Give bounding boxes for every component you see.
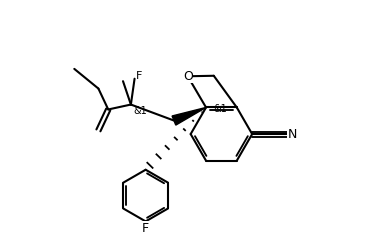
Text: N: N xyxy=(288,128,297,140)
Polygon shape xyxy=(172,108,206,125)
Text: F: F xyxy=(142,222,149,235)
Text: F: F xyxy=(136,71,143,81)
Text: F: F xyxy=(142,222,149,235)
Text: O: O xyxy=(183,70,193,83)
Text: &1: &1 xyxy=(133,106,147,116)
Text: &1: &1 xyxy=(213,104,227,114)
